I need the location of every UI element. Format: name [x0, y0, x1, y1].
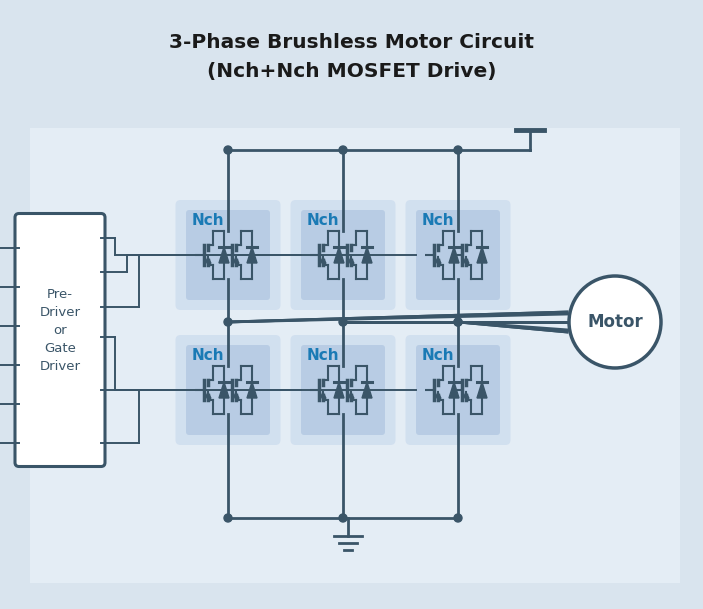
Text: Nch: Nch — [192, 348, 225, 363]
Polygon shape — [362, 247, 372, 263]
FancyBboxPatch shape — [176, 200, 280, 310]
FancyBboxPatch shape — [176, 335, 280, 445]
Circle shape — [569, 276, 661, 368]
FancyBboxPatch shape — [406, 335, 510, 445]
FancyBboxPatch shape — [301, 210, 385, 300]
Circle shape — [224, 146, 232, 154]
Circle shape — [454, 146, 462, 154]
Polygon shape — [362, 382, 372, 398]
Circle shape — [339, 318, 347, 326]
FancyBboxPatch shape — [416, 345, 500, 435]
Text: Nch: Nch — [192, 213, 225, 228]
Polygon shape — [219, 382, 229, 398]
Text: 3-Phase Brushless Motor Circuit: 3-Phase Brushless Motor Circuit — [169, 32, 534, 52]
Text: Nch: Nch — [422, 348, 455, 363]
Text: Nch: Nch — [307, 348, 340, 363]
Circle shape — [339, 514, 347, 522]
Polygon shape — [477, 247, 487, 263]
Text: Pre-
Driver
or
Gate
Driver: Pre- Driver or Gate Driver — [39, 287, 81, 373]
Circle shape — [224, 514, 232, 522]
Text: Nch: Nch — [422, 213, 455, 228]
FancyBboxPatch shape — [301, 345, 385, 435]
Polygon shape — [449, 382, 459, 398]
Polygon shape — [477, 382, 487, 398]
Polygon shape — [449, 247, 459, 263]
FancyBboxPatch shape — [416, 210, 500, 300]
FancyBboxPatch shape — [186, 345, 270, 435]
Polygon shape — [247, 382, 257, 398]
Circle shape — [454, 514, 462, 522]
FancyBboxPatch shape — [290, 200, 396, 310]
FancyBboxPatch shape — [290, 335, 396, 445]
Text: (Nch+Nch MOSFET Drive): (Nch+Nch MOSFET Drive) — [207, 63, 496, 82]
Text: Nch: Nch — [307, 213, 340, 228]
Polygon shape — [219, 247, 229, 263]
Circle shape — [339, 146, 347, 154]
Text: Motor: Motor — [587, 313, 643, 331]
FancyBboxPatch shape — [15, 214, 105, 466]
Circle shape — [224, 318, 232, 326]
FancyBboxPatch shape — [186, 210, 270, 300]
FancyBboxPatch shape — [406, 200, 510, 310]
Polygon shape — [247, 247, 257, 263]
Circle shape — [454, 318, 462, 326]
Polygon shape — [334, 382, 344, 398]
Circle shape — [454, 318, 462, 326]
Polygon shape — [334, 247, 344, 263]
FancyBboxPatch shape — [30, 128, 680, 583]
